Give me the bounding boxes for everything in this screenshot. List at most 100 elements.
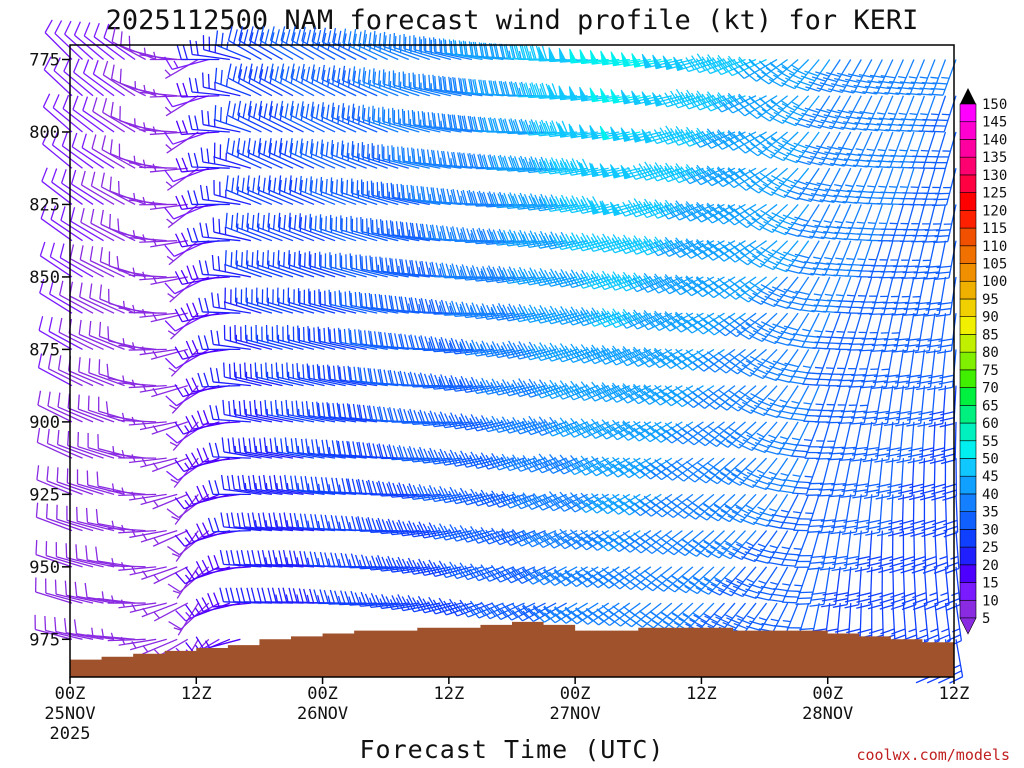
x-tick-time: 00Z [307,684,338,704]
wind-barb [222,399,262,423]
wind-barb [867,566,883,610]
wind-barb [234,287,273,314]
wind-barb [188,77,230,97]
wind-barb [213,142,252,169]
wind-barb [60,169,94,205]
wind-barb [209,367,251,387]
wind-barb [73,619,115,640]
wind-barb [60,206,94,242]
wind-barb [875,458,894,500]
wind-barb [831,530,852,572]
wind-barb [187,190,230,206]
wind-barb [235,250,273,278]
wind-barb [279,100,315,133]
wind-barb [849,385,873,425]
wind-barb [927,349,947,391]
colorbar-label: 25 [982,540,999,556]
wind-barb [306,363,346,387]
wind-barb [532,491,578,511]
wind-barb [421,111,462,133]
terrain-surface [70,621,954,677]
wind-barb [564,455,609,476]
wind-barb [792,457,820,495]
wind-barb [856,566,873,609]
y-tick-label: 825 [29,195,60,215]
wind-barb [57,355,94,387]
colorbar-label: 20 [982,558,999,574]
colorbar-label: 110 [982,239,1007,255]
wind-barb [648,162,694,182]
wind-barb [89,246,125,278]
wind-barb [176,45,220,61]
wind-barb [128,267,167,278]
wind-barb [895,385,915,427]
wind-barb [129,566,167,576]
wind-barb [848,349,873,388]
wind-barb [793,494,820,532]
wind-barb [267,212,304,242]
wind-barb [828,457,852,498]
colorbar-label: 60 [982,416,999,432]
wind-barb [108,288,146,314]
wind-barb [40,204,73,242]
wind-barb [49,279,83,314]
colorbar-label: 150 [982,97,1007,113]
y-axis-ticks: 775 800 825 850 875 900 925 950 975 [29,50,70,650]
wind-barb [795,131,831,166]
wind-barb [361,179,399,206]
wind-barb [500,528,546,546]
wind-barb [150,275,188,285]
wind-barb [248,63,283,97]
wind-barb [793,59,831,92]
wind-barb [272,512,315,532]
wind-barb [748,276,789,305]
wind-barb [745,95,789,120]
wind-barb [62,94,94,133]
wind-barb [817,95,852,130]
colorbar-swatch [959,475,977,495]
x-tick-date: 25NOV [44,704,95,724]
wind-barb [90,208,125,242]
wind-barb [795,566,820,605]
wind-barb [93,22,126,61]
wind-barb [284,474,325,496]
wind-barb [782,95,820,127]
wind-barb [258,100,294,133]
wind-barb [128,192,167,206]
wind-barb [66,505,104,532]
colorbar-swatch [959,263,977,282]
wind-barb [847,312,873,351]
wind-barb [81,133,115,169]
wind-barb [118,487,157,497]
wind-barb [412,72,452,97]
wind-barb [922,204,947,243]
wind-barb [118,143,157,169]
wind-barb [107,483,146,496]
colorbar-label: 35 [982,505,999,521]
wind-barb [543,454,588,474]
wind-barb [207,555,251,570]
wind-barb [102,60,136,97]
y-tick-label: 775 [29,50,60,70]
colorbar-label: 65 [982,398,999,414]
wind-barb [741,566,778,600]
wind-barb [139,84,178,97]
wind-barb [838,385,862,425]
wind-barb [277,287,315,314]
wind-barb [896,421,915,464]
colorbar-swatch [959,564,977,583]
wind-barb [763,385,799,419]
wind-barb [319,251,357,278]
wind-barb [631,128,673,143]
wind-barb [107,632,146,642]
wind-barb [263,474,304,496]
wind-barb [51,168,83,205]
y-tick-label: 950 [29,558,60,578]
wind-barb [348,328,388,351]
wind-barb [532,342,578,362]
wind-barb [139,196,178,206]
wind-barb [777,421,810,457]
terrain-layer [70,621,954,677]
wind-barb [272,549,315,568]
